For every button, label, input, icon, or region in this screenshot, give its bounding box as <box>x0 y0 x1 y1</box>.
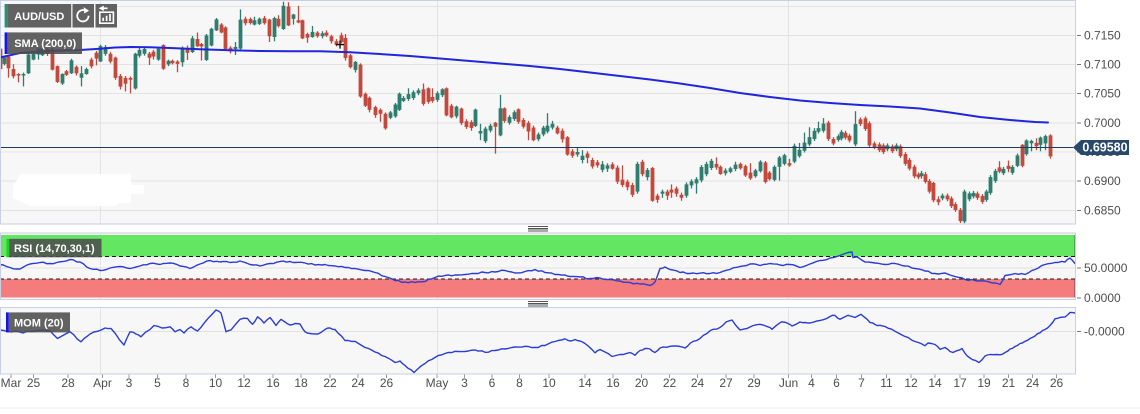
svg-text:Jun: Jun <box>779 376 798 390</box>
svg-text:29: 29 <box>747 376 761 390</box>
svg-text:24: 24 <box>351 376 365 390</box>
svg-text:SMA (200,0): SMA (200,0) <box>14 38 76 50</box>
svg-text:50.0000: 50.0000 <box>1084 261 1128 275</box>
svg-text:25: 25 <box>27 376 41 390</box>
svg-text:4: 4 <box>808 376 815 390</box>
svg-text:8: 8 <box>516 376 523 390</box>
svg-text:10: 10 <box>542 376 556 390</box>
svg-text:26: 26 <box>380 376 394 390</box>
svg-text:-0.0000: -0.0000 <box>1084 324 1125 338</box>
svg-text:0.7150: 0.7150 <box>1084 29 1121 43</box>
svg-text:22: 22 <box>323 376 337 390</box>
svg-text:7: 7 <box>858 376 865 390</box>
svg-text:14: 14 <box>928 376 942 390</box>
svg-text:0.6900: 0.6900 <box>1084 174 1121 188</box>
svg-text:0.69580: 0.69580 <box>1082 141 1127 155</box>
svg-text:3: 3 <box>126 376 133 390</box>
svg-text:0.7050: 0.7050 <box>1084 87 1121 101</box>
svg-text:6: 6 <box>489 376 496 390</box>
svg-text:12: 12 <box>237 376 251 390</box>
svg-text:0.0000: 0.0000 <box>1084 291 1121 305</box>
svg-text:3: 3 <box>461 376 468 390</box>
svg-text:8: 8 <box>183 376 190 390</box>
svg-text:5: 5 <box>154 376 161 390</box>
svg-text:16: 16 <box>606 376 620 390</box>
svg-text:0.7000: 0.7000 <box>1084 116 1121 130</box>
svg-text:May: May <box>426 376 449 390</box>
svg-text:MOM (20): MOM (20) <box>14 317 64 329</box>
svg-text:12: 12 <box>904 376 918 390</box>
svg-text:Mar: Mar <box>1 376 22 390</box>
svg-text:24: 24 <box>691 376 705 390</box>
svg-text:18: 18 <box>294 376 308 390</box>
svg-text:24: 24 <box>1026 376 1040 390</box>
svg-text:27: 27 <box>719 376 733 390</box>
svg-text:14: 14 <box>578 376 592 390</box>
svg-text:20: 20 <box>635 376 649 390</box>
svg-text:16: 16 <box>266 376 280 390</box>
svg-text:0.6850: 0.6850 <box>1084 204 1121 218</box>
svg-text:22: 22 <box>663 376 677 390</box>
svg-text:6: 6 <box>833 376 840 390</box>
svg-text:28: 28 <box>61 376 75 390</box>
svg-text:RSI (14,70,30,1): RSI (14,70,30,1) <box>14 243 95 255</box>
svg-text:21: 21 <box>1002 376 1016 390</box>
svg-text:AUD/USD: AUD/USD <box>14 11 64 23</box>
svg-text:26: 26 <box>1050 376 1064 390</box>
svg-text:Apr: Apr <box>93 376 112 390</box>
svg-text:0.7100: 0.7100 <box>1084 58 1121 72</box>
svg-text:19: 19 <box>977 376 991 390</box>
svg-text:11: 11 <box>880 376 893 390</box>
svg-text:17: 17 <box>953 376 967 390</box>
svg-text:10: 10 <box>209 376 223 390</box>
